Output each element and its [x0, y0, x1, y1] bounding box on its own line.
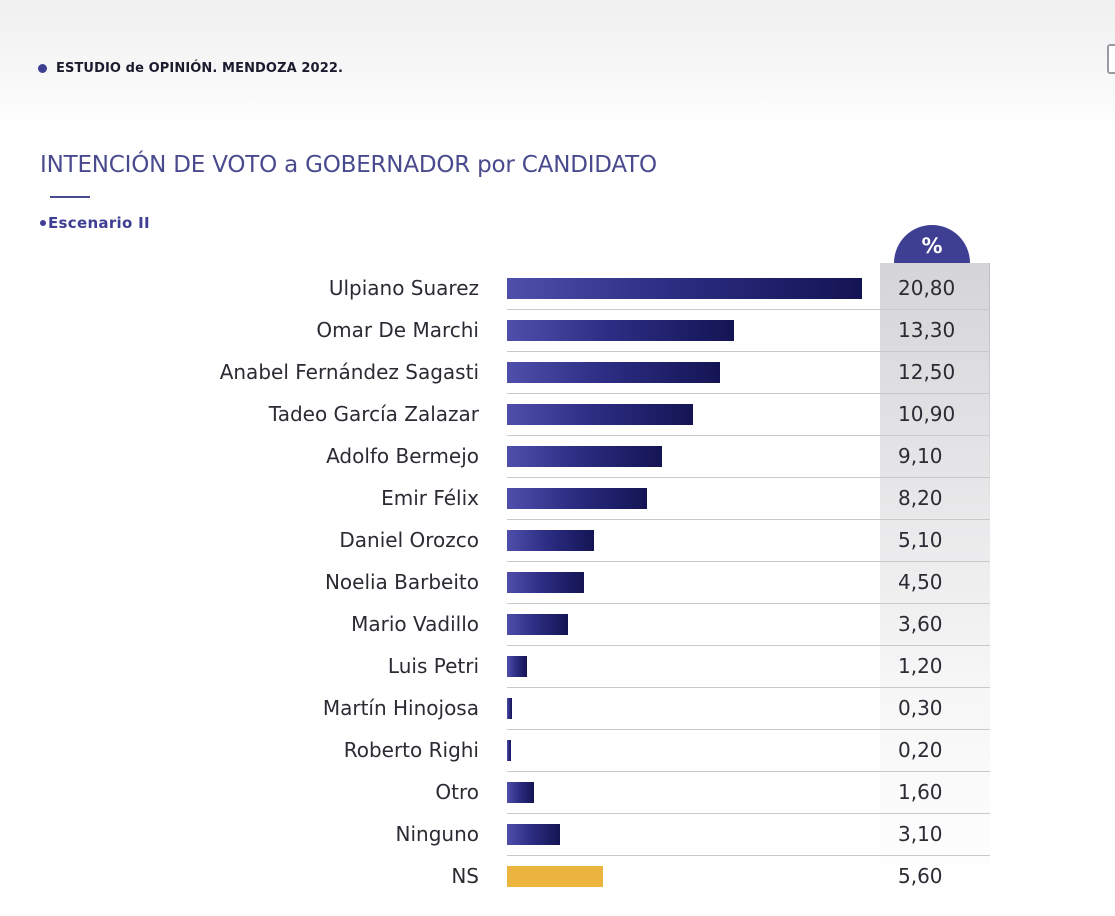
report-header: ESTUDIO de OPINIÓN. MENDOZA 2022. [56, 61, 344, 76]
bar [507, 530, 595, 551]
percent-header: % [894, 225, 970, 263]
row-separator [507, 561, 990, 562]
value-label: 0,30 [898, 696, 943, 720]
category-label: Anabel Fernández Sagasti [219, 360, 479, 384]
value-label: 13,30 [898, 318, 956, 342]
bar [507, 446, 663, 467]
row-separator [507, 687, 990, 688]
value-label: 5,10 [898, 528, 943, 552]
row-separator [507, 435, 990, 436]
value-label: 4,50 [898, 570, 943, 594]
row-separator [507, 309, 990, 310]
category-label: Martín Hinojosa [322, 696, 479, 720]
value-label: 0,20 [898, 738, 943, 762]
row-separator [507, 645, 990, 646]
row-separator [507, 519, 990, 520]
bar [507, 320, 734, 341]
value-label: 3,10 [898, 822, 943, 846]
row-separator [507, 351, 990, 352]
value-label: 9,10 [898, 444, 943, 468]
value-label: 12,50 [898, 360, 956, 384]
bar [507, 488, 647, 509]
row-separator [507, 603, 990, 604]
bar [507, 572, 584, 593]
category-label: Emir Félix [381, 486, 479, 510]
bar [507, 278, 862, 299]
row-separator [507, 813, 990, 814]
value-label: 8,20 [898, 486, 943, 510]
row-separator [507, 477, 990, 478]
value-label: 3,60 [898, 612, 943, 636]
header-band [0, 0, 1115, 130]
row-separator [507, 855, 990, 856]
category-label: Mario Vadillo [351, 612, 479, 636]
bar [507, 866, 603, 887]
category-label: Noelia Barbeito [324, 570, 479, 594]
category-label: Daniel Orozco [339, 528, 479, 552]
bar [507, 782, 535, 803]
bar [507, 614, 569, 635]
category-label: Omar De Marchi [316, 318, 479, 342]
bar [507, 656, 528, 677]
subtitle-bullet-icon [40, 220, 46, 226]
category-label: Adolfo Bermejo [326, 444, 479, 468]
category-label: Tadeo García Zalazar [268, 402, 479, 426]
category-label: Otro [435, 780, 479, 804]
row-separator [507, 393, 990, 394]
value-label: 1,60 [898, 780, 943, 804]
value-label: 5,60 [898, 864, 943, 888]
window-corner-icon [1107, 44, 1115, 74]
category-label: Luis Petri [387, 654, 479, 678]
value-label: 1,20 [898, 654, 943, 678]
chart-subtitle: Escenario II [48, 214, 150, 232]
bar [507, 404, 694, 425]
category-label: Ninguno [395, 822, 479, 846]
category-label: NS [451, 864, 479, 888]
header-bullet-icon [38, 64, 47, 73]
row-separator [507, 771, 990, 772]
bar [507, 698, 513, 719]
title-underline [50, 196, 90, 198]
bar [507, 824, 560, 845]
value-label: 10,90 [898, 402, 956, 426]
bar [507, 740, 511, 761]
value-label: 20,80 [898, 276, 956, 300]
row-separator [507, 729, 990, 730]
bar [507, 362, 721, 383]
value-column [880, 263, 990, 903]
category-label: Roberto Righi [343, 738, 479, 762]
category-label: Ulpiano Suarez [328, 276, 479, 300]
chart-title: INTENCIÓN DE VOTO a GOBERNADOR por CANDI… [40, 152, 657, 178]
